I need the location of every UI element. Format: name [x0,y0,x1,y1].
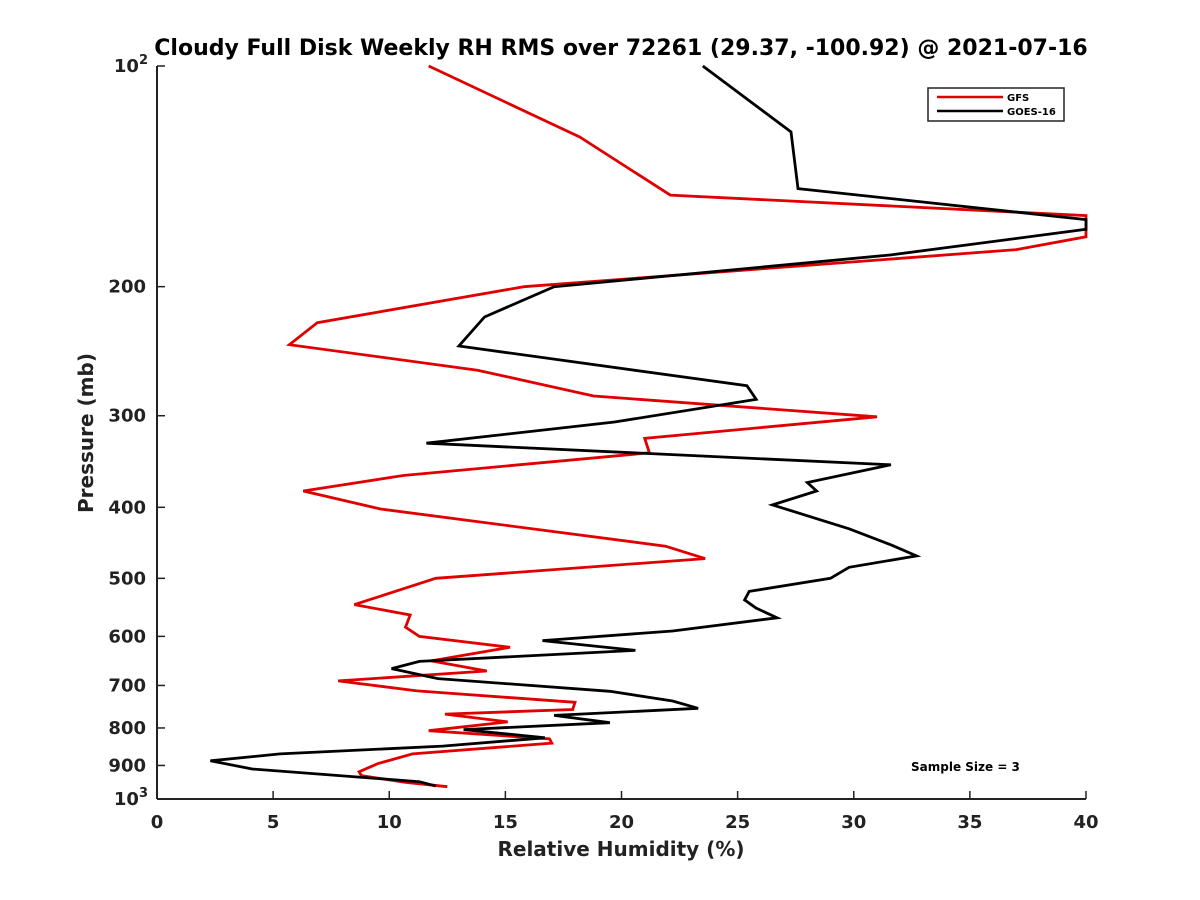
x-tick-label: 10 [377,812,402,833]
legend-label-goes16: GOES-16 [1007,107,1056,118]
y-tick-label: 103 [114,786,148,810]
x-axis-label: Relative Humidity (%) [497,837,744,861]
x-tick-label: 40 [1073,812,1098,833]
y-axis-label: Pressure (mb) [74,353,98,513]
legend-box [927,87,1065,122]
x-tick-label: 20 [609,812,634,833]
x-ticks: 0 5 10 15 20 25 30 35 40 [151,791,1099,833]
legend: GFS GOES-16 [927,87,1065,122]
x-tick-label: 25 [725,812,750,833]
y-tick-label: 800 [108,718,146,739]
series-line-goes16 [210,64,1088,788]
y-tick-label: 700 [108,675,146,696]
y-tick-label: 400 [108,497,146,518]
x-tick-label: 15 [493,812,518,833]
y-tick-label: 200 [108,277,146,298]
y-ticks: 102 200 300 400 500 600 700 800 900 103 [108,53,165,810]
y-tick-label: 500 [108,568,146,589]
chart-title: Cloudy Full Disk Weekly RH RMS over 7226… [154,36,1087,61]
plot-area: 0 5 10 15 20 25 30 35 40 102 200 300 400 500 600 700 80… [108,53,1098,833]
y-tick-label: 900 [108,755,146,776]
x-tick-label: 35 [957,812,982,833]
series-line-gfs [285,64,1088,789]
y-tick-label: 600 [108,626,146,647]
x-tick-label: 5 [267,812,280,833]
x-tick-label: 0 [151,812,164,833]
series-layer [210,64,1088,789]
y-tick-label: 102 [114,53,148,77]
sample-size-annotation: Sample Size = 3 [911,760,1020,774]
x-tick-label: 30 [841,812,866,833]
legend-label-gfs: GFS [1007,93,1029,104]
y-tick-label: 300 [108,406,146,427]
